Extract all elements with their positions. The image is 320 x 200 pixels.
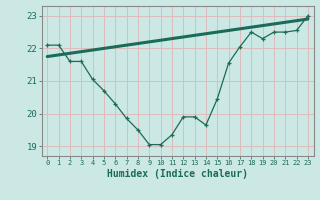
X-axis label: Humidex (Indice chaleur): Humidex (Indice chaleur)	[107, 169, 248, 179]
